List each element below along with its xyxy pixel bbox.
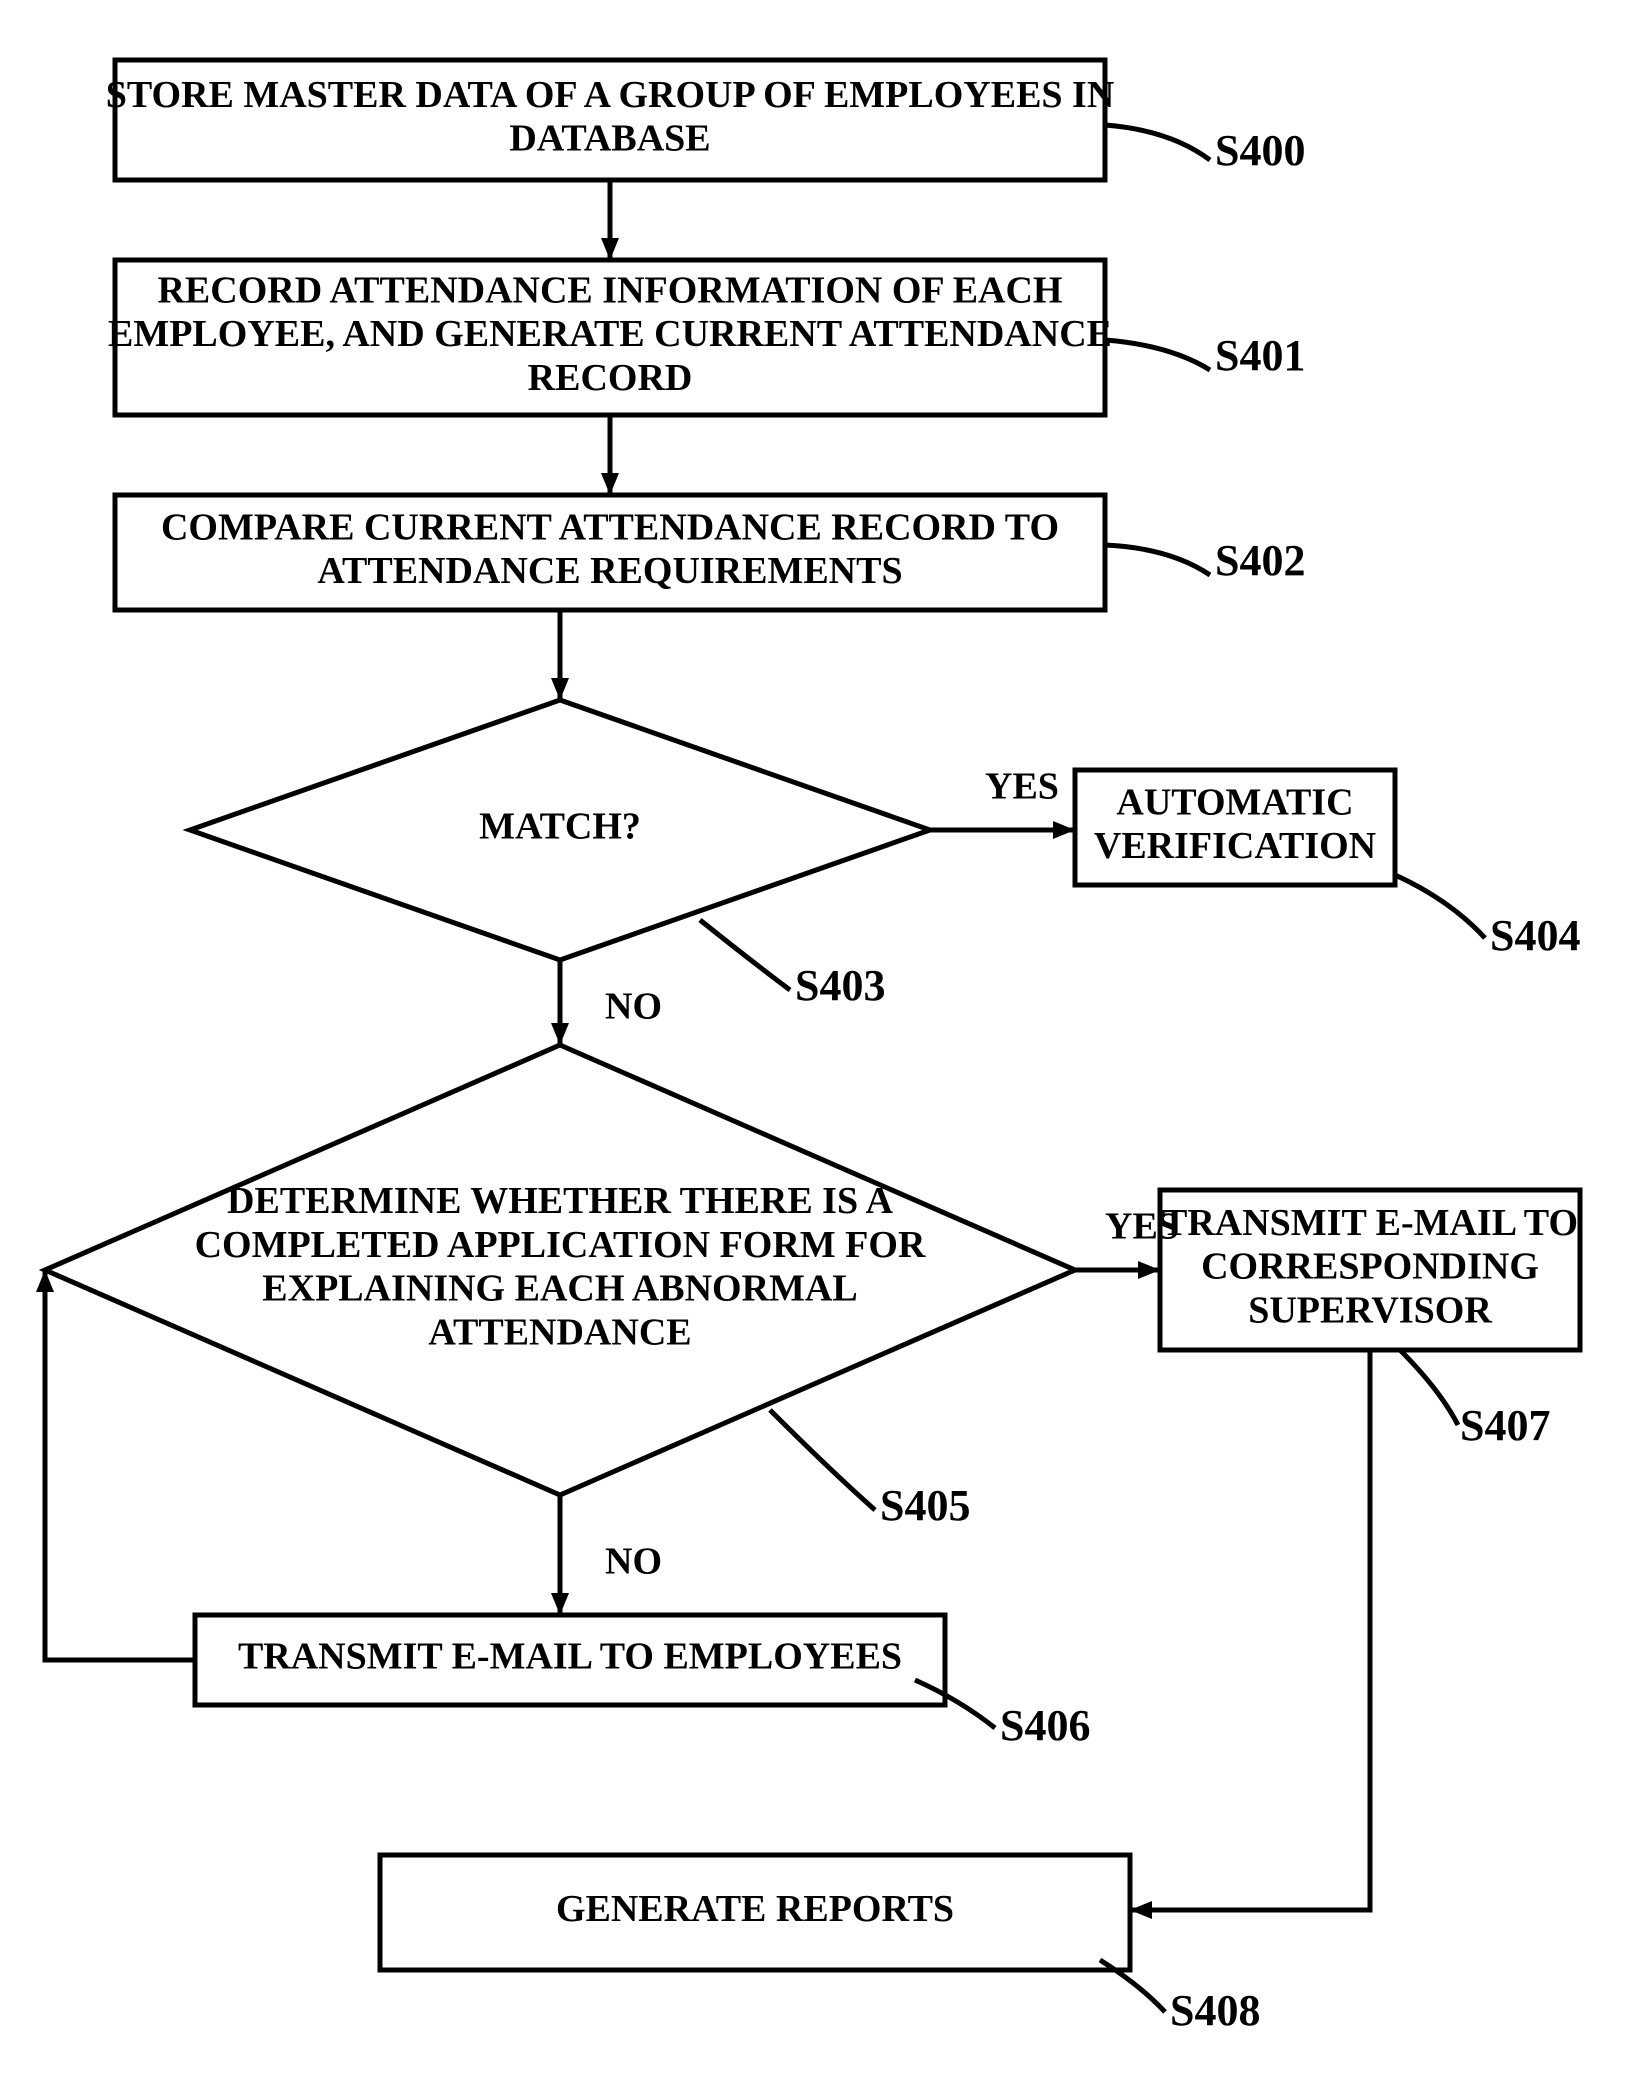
flowchart-edge-e407_408 [1130, 1350, 1370, 1910]
edge-label: YES [985, 766, 1059, 808]
step-label: S405 [880, 1481, 970, 1530]
step-leader [1105, 545, 1210, 575]
flowchart-edge-e403_404_yes: YES [930, 766, 1075, 830]
arrowhead [1130, 1901, 1152, 1919]
flowchart-node-s401: RECORD ATTENDANCE INFORMATION OF EACHEMP… [108, 260, 1305, 415]
node-text: SUPERVISOR [1248, 1289, 1492, 1331]
arrowhead [601, 473, 619, 495]
node-text: CORRESPONDING [1201, 1246, 1539, 1288]
node-text: RECORD ATTENDANCE INFORMATION OF EACH [157, 270, 1062, 312]
step-leader [770, 1410, 875, 1510]
step-label: S400 [1215, 126, 1305, 175]
node-text: EMPLOYEE, AND GENERATE CURRENT ATTENDANC… [108, 313, 1112, 355]
step-leader [1105, 125, 1210, 160]
edge-label: NO [605, 986, 662, 1028]
node-text: ATTENDANCE [428, 1311, 691, 1353]
edge-line [45, 1270, 195, 1660]
step-label: S407 [1460, 1401, 1550, 1450]
node-text: TRANSMIT E-MAIL TO EMPLOYEES [238, 1636, 902, 1678]
flowchart-node-s402: COMPARE CURRENT ATTENDANCE RECORD TOATTE… [115, 495, 1305, 610]
step-label: S408 [1170, 1986, 1260, 2035]
flowchart-edge-e405_406_no: NO [560, 1495, 662, 1615]
edge-label: NO [605, 1541, 662, 1583]
node-text: DETERMINE WHETHER THERE IS A [227, 1180, 893, 1222]
arrowhead [551, 1023, 569, 1045]
step-leader [1105, 340, 1210, 370]
node-text: COMPARE CURRENT ATTENDANCE RECORD TO [161, 506, 1059, 548]
arrowhead [1053, 821, 1075, 839]
edge-line [1130, 1350, 1370, 1910]
arrowhead [551, 1593, 569, 1615]
step-leader [1400, 1350, 1458, 1425]
node-text: RECORD [528, 357, 693, 399]
arrowhead [601, 238, 619, 260]
flowchart-edge-e406_405_loop [45, 1270, 195, 1660]
arrowhead [551, 678, 569, 700]
node-text: MATCH? [479, 806, 641, 848]
node-text: GENERATE REPORTS [556, 1888, 954, 1930]
step-label: S402 [1215, 536, 1305, 585]
step-label: S404 [1490, 911, 1580, 960]
flowchart-node-s405: DETERMINE WHETHER THERE IS ACOMPLETED AP… [45, 1045, 1075, 1530]
flowchart-node-s404: AUTOMATICVERIFICATION S404 [1075, 770, 1580, 960]
flowchart-node-s406: TRANSMIT E-MAIL TO EMPLOYEES S406 [195, 1615, 1090, 1750]
arrowhead [1138, 1261, 1160, 1279]
step-label: S406 [1000, 1701, 1090, 1750]
edge-label: YES [1105, 1206, 1179, 1248]
node-text: STORE MASTER DATA OF A GROUP OF EMPLOYEE… [106, 74, 1115, 116]
node-text: TRANSMIT E-MAIL TO [1162, 1202, 1578, 1244]
flowchart-node-s408: GENERATE REPORTS S408 [380, 1855, 1260, 2035]
flowchart-node-s400: STORE MASTER DATA OF A GROUP OF EMPLOYEE… [106, 60, 1306, 180]
node-text: AUTOMATIC [1116, 781, 1353, 823]
node-text: COMPLETED APPLICATION FORM FOR [195, 1224, 926, 1266]
flowchart-edge-e403_405_no: NO [560, 960, 662, 1045]
step-leader [1395, 875, 1485, 938]
step-label: S401 [1215, 331, 1305, 380]
node-text: EXPLAINING EACH ABNORMAL [262, 1268, 857, 1310]
node-text: ATTENDANCE REQUIREMENTS [317, 550, 902, 592]
step-label: S403 [795, 961, 885, 1010]
node-text: VERIFICATION [1094, 825, 1376, 867]
step-leader [700, 920, 790, 990]
node-text: DATABASE [509, 118, 710, 160]
